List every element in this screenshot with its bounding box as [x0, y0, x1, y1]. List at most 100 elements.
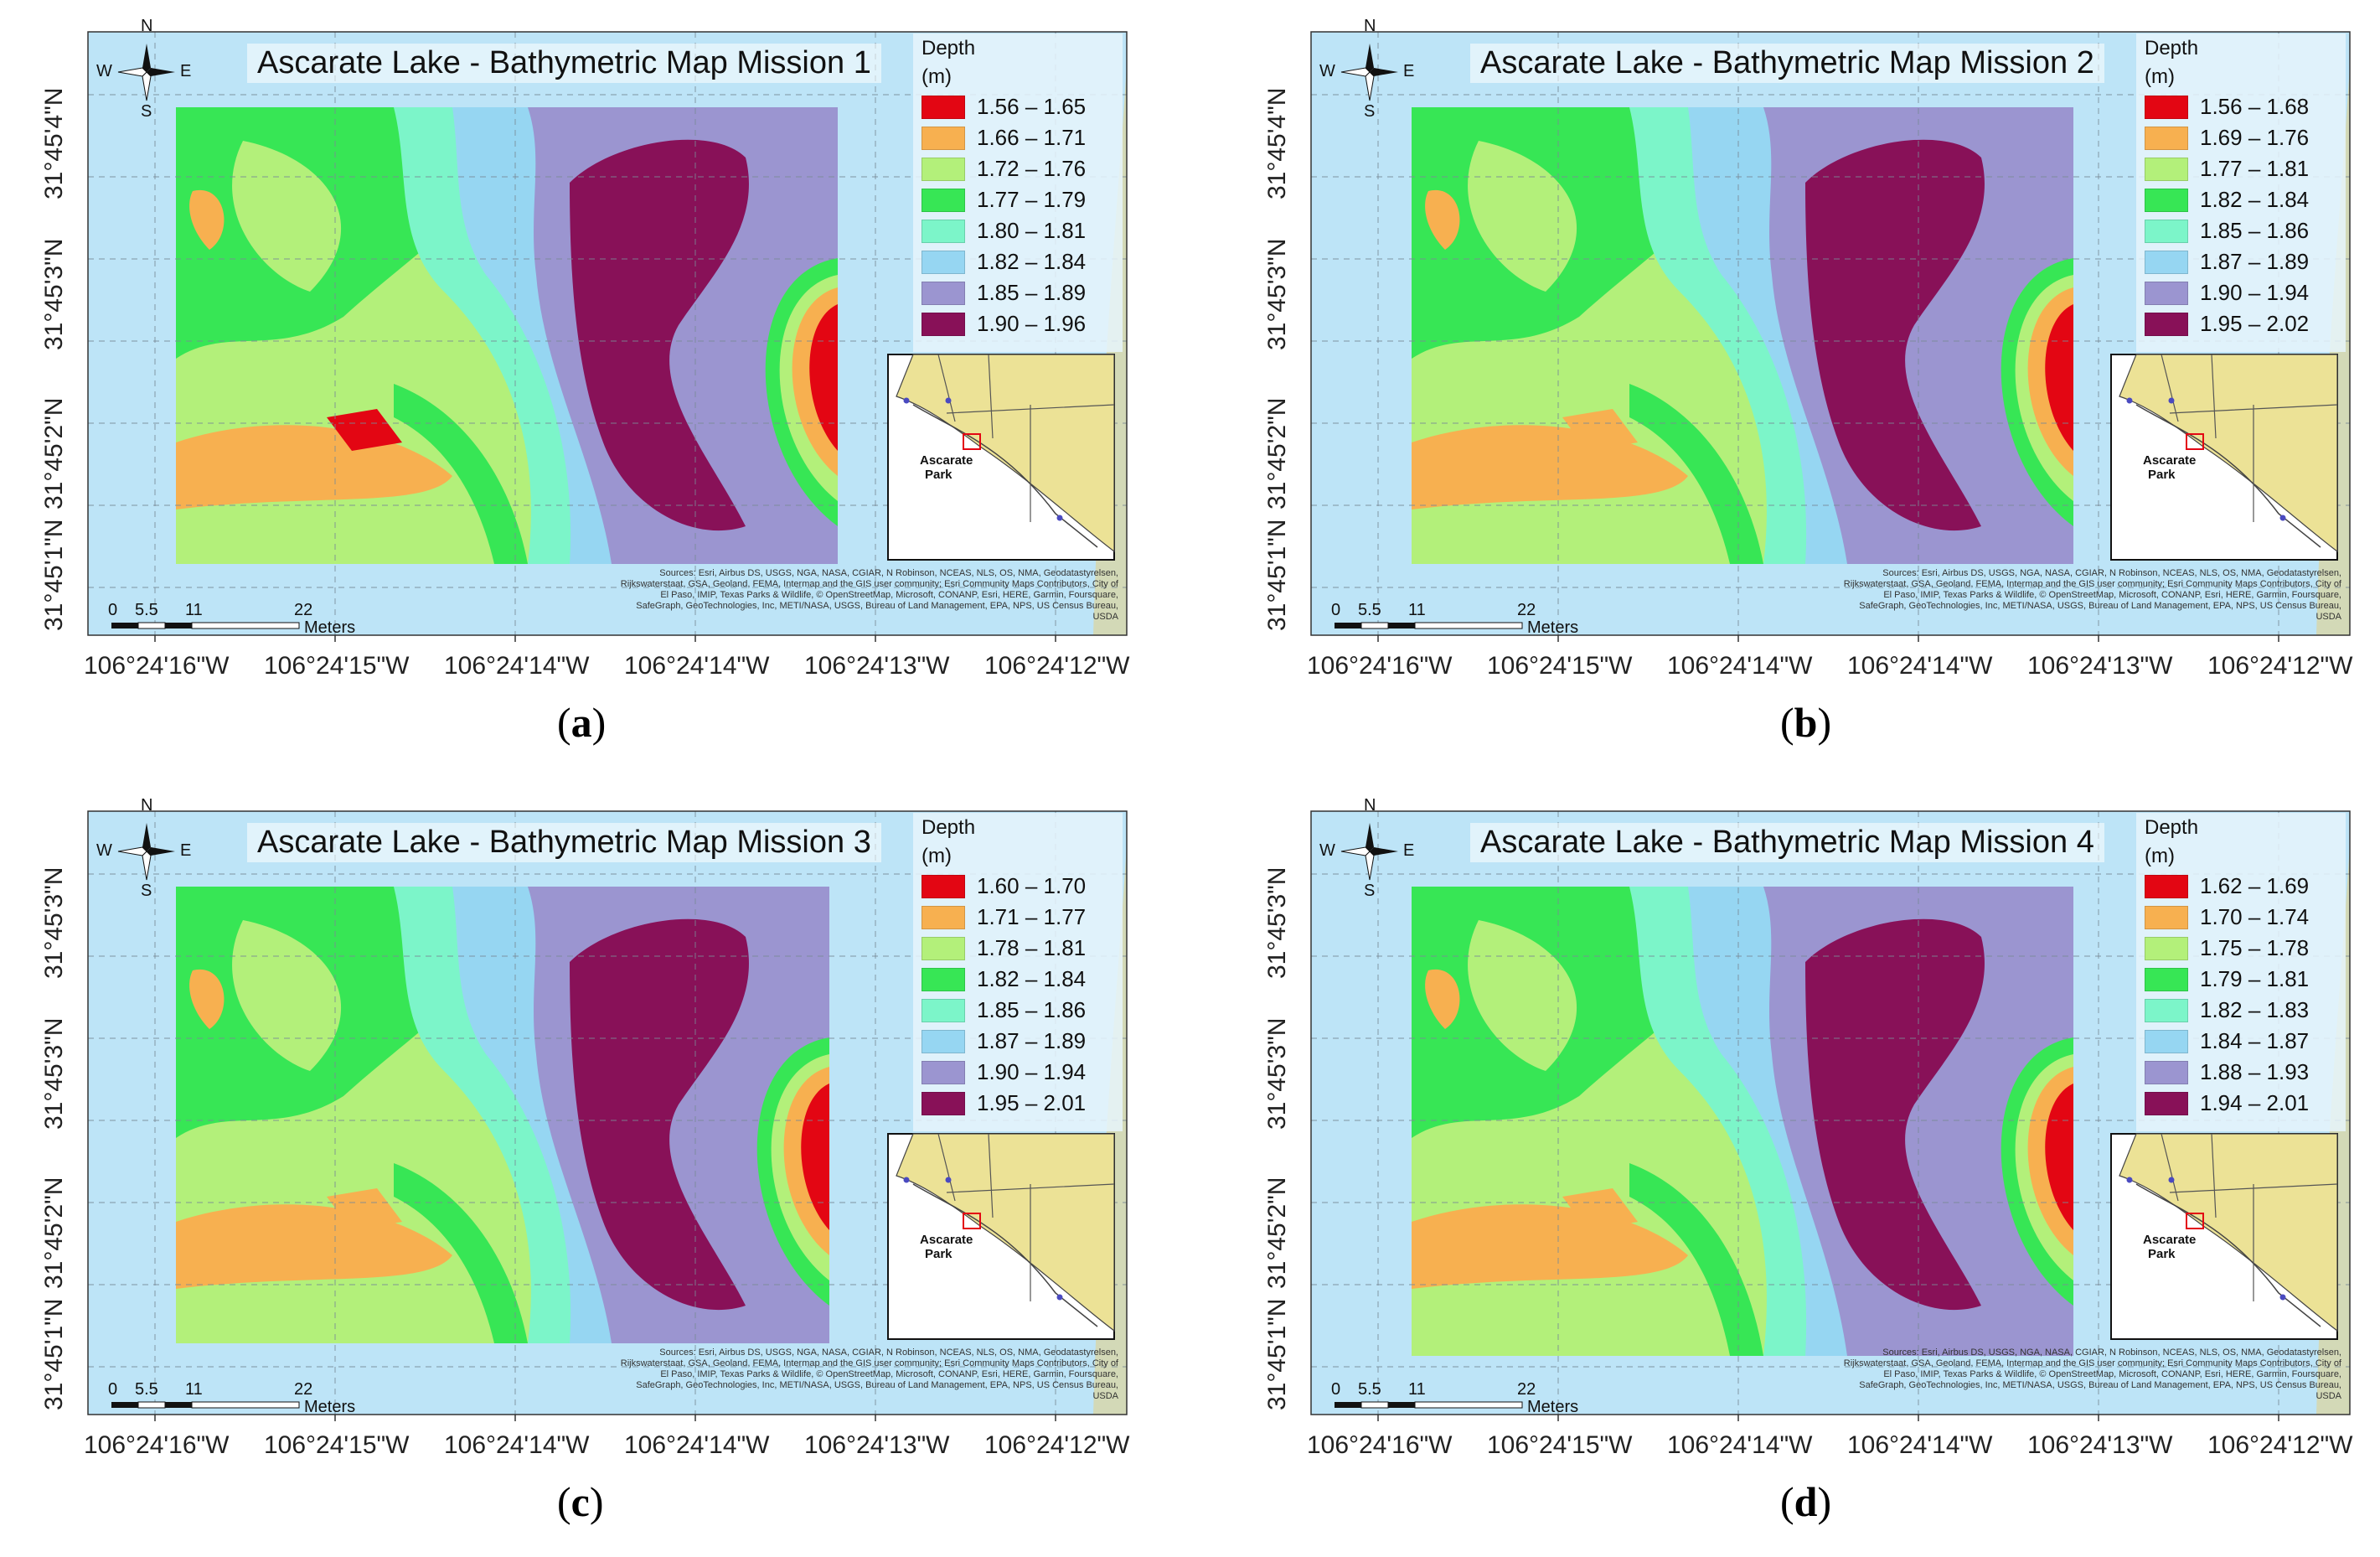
- x-axis-label: 106°24'14"W: [1667, 652, 1813, 680]
- x-axis-label: 106°24'16"W: [1307, 1431, 1453, 1459]
- map-frame-border: [87, 810, 1128, 1415]
- y-axis-label: 31°45'1"N: [40, 519, 68, 631]
- scale-bar: [111, 622, 300, 629]
- compass-e: E: [180, 62, 192, 80]
- compass-s: S: [1364, 102, 1376, 121]
- x-axis-label: 106°24'14"W: [444, 652, 590, 680]
- scale-tick-label: 22: [294, 1380, 313, 1399]
- map-frame-border: [1310, 31, 2351, 636]
- legend-item: 1.60 – 1.70: [922, 873, 1086, 899]
- map-title: Ascarate Lake - Bathymetric Map Mission …: [1470, 823, 2104, 862]
- inset-label-line2: Park: [925, 468, 953, 482]
- legend-label: 1.82 – 1.84: [977, 966, 1087, 991]
- scale-tick-label: 0: [1331, 601, 1341, 619]
- compass-n: N: [141, 17, 153, 35]
- legend-label: 1.77 – 1.79: [977, 187, 1087, 212]
- legend-title: Depth: [922, 816, 976, 839]
- legend-swatch: [2145, 157, 2188, 181]
- legend-label: 1.71 – 1.77: [977, 904, 1087, 929]
- scale-bar: [1335, 1401, 1523, 1409]
- legend-swatch: [2145, 188, 2188, 212]
- y-axis-label: 31°45'1"N: [1263, 519, 1291, 631]
- caption-letter: a: [570, 699, 592, 746]
- inset-extent-box: [963, 433, 981, 450]
- legend-item: 1.95 – 2.01: [922, 1090, 1086, 1116]
- legend-label: 1.75 – 1.78: [2200, 935, 2310, 960]
- scale-tick-label: 22: [1517, 1380, 1536, 1399]
- legend-unit: (m): [2145, 845, 2175, 867]
- legend-swatch: [2145, 874, 2188, 898]
- scale-tick-label: 5.5: [1358, 601, 1381, 619]
- legend-item: 1.88 – 1.93: [2145, 1059, 2309, 1085]
- x-axis-label: 106°24'15"W: [1487, 1431, 1633, 1459]
- inset-extent-box: [2186, 433, 2204, 450]
- legend-swatch: [2145, 1060, 2188, 1084]
- compass-w: W: [1319, 62, 1335, 80]
- legend-label: 1.60 – 1.70: [977, 873, 1087, 898]
- inset-label-line1: Ascarate: [2143, 453, 2197, 468]
- y-axis-label: 31°45'3"N: [1263, 238, 1291, 350]
- legend-item: 1.79 – 1.81: [2145, 966, 2309, 992]
- legend-unit: (m): [2145, 65, 2175, 88]
- legend-swatch: [922, 1091, 965, 1115]
- north-arrow-icon: [1340, 44, 1398, 101]
- legend-item: 1.85 – 1.86: [2145, 218, 2309, 244]
- legend-item: 1.77 – 1.79: [922, 187, 1086, 213]
- legend-label: 1.90 – 1.94: [977, 1059, 1087, 1084]
- caption-letter: d: [1794, 1478, 1818, 1525]
- scale-tick-label: 11: [1408, 601, 1426, 619]
- legend-item: 1.87 – 1.89: [2145, 249, 2309, 275]
- x-axis-label: 106°24'14"W: [1667, 1431, 1813, 1459]
- inset-label-line1: Ascarate: [920, 1233, 973, 1247]
- inset-map: [887, 1133, 1115, 1340]
- legend-item: 1.69 – 1.76: [2145, 125, 2309, 151]
- compass-n: N: [1364, 796, 1376, 815]
- compass-n: N: [141, 796, 153, 815]
- panel-caption: (c): [557, 1478, 604, 1525]
- legend-item: 1.75 – 1.78: [2145, 935, 2309, 961]
- compass-s: S: [141, 882, 152, 900]
- caption-letter: c: [570, 1478, 590, 1525]
- map-title: Ascarate Lake - Bathymetric Map Mission …: [247, 44, 881, 83]
- scale-tick-label: 22: [294, 601, 313, 619]
- legend-label: 1.69 – 1.76: [2200, 125, 2310, 150]
- map-frame-border: [1310, 810, 2351, 1415]
- legend-item: 1.71 – 1.77: [922, 904, 1086, 930]
- legend-swatch: [922, 157, 965, 181]
- legend-label: 1.85 – 1.86: [2200, 218, 2310, 243]
- panel-caption: (a): [557, 699, 607, 746]
- north-arrow-icon: [1340, 823, 1398, 881]
- legend-swatch: [922, 281, 965, 305]
- legend-item: 1.87 – 1.89: [922, 1028, 1086, 1054]
- depth-legend: Depth (m): [2145, 816, 2198, 868]
- legend-item: 1.82 – 1.84: [922, 249, 1086, 275]
- legend-swatch: [2145, 936, 2188, 960]
- legend-item: 1.56 – 1.65: [922, 94, 1086, 120]
- legend-label: 1.95 – 2.02: [2200, 311, 2310, 336]
- legend-swatch: [2145, 126, 2188, 150]
- x-axis-label: 106°24'14"W: [624, 1431, 770, 1459]
- y-axis-label: 31°45'1"N: [1263, 1298, 1291, 1410]
- bathymetry-raster: [1412, 887, 2073, 1356]
- scale-bar: [1335, 622, 1523, 629]
- legend-label: 1.82 – 1.84: [977, 249, 1087, 274]
- legend-item: 1.82 – 1.84: [2145, 187, 2309, 213]
- scale-tick-label: 11: [185, 601, 203, 619]
- legend-item: 1.82 – 1.83: [2145, 997, 2309, 1023]
- legend-item: 1.85 – 1.89: [922, 280, 1086, 306]
- x-axis-label: 106°24'13"W: [804, 652, 950, 680]
- legend-label: 1.82 – 1.83: [2200, 997, 2310, 1022]
- y-axis-label: 31°45'2"N: [1263, 1177, 1291, 1289]
- x-axis-label: 106°24'13"W: [2027, 1431, 2173, 1459]
- inset-label-line1: Ascarate: [920, 453, 973, 468]
- map-title: Ascarate Lake - Bathymetric Map Mission …: [247, 823, 881, 862]
- legend-label: 1.82 – 1.84: [2200, 187, 2310, 212]
- legend-label: 1.78 – 1.81: [977, 935, 1087, 960]
- x-axis-label: 106°24'16"W: [84, 652, 230, 680]
- legend-title: Depth: [2145, 816, 2199, 839]
- map-panel-a: N S W E Ascarate Lake - Bathymetric Map Miss…: [0, 0, 1190, 778]
- inset-extent-box: [963, 1213, 981, 1229]
- map-panel-b: N S W E Ascarate Lake - Bathymetric Map Miss…: [1223, 0, 2380, 778]
- x-axis-label: 106°24'15"W: [264, 1431, 410, 1459]
- y-axis-label: 31°45'3"N: [1263, 866, 1291, 979]
